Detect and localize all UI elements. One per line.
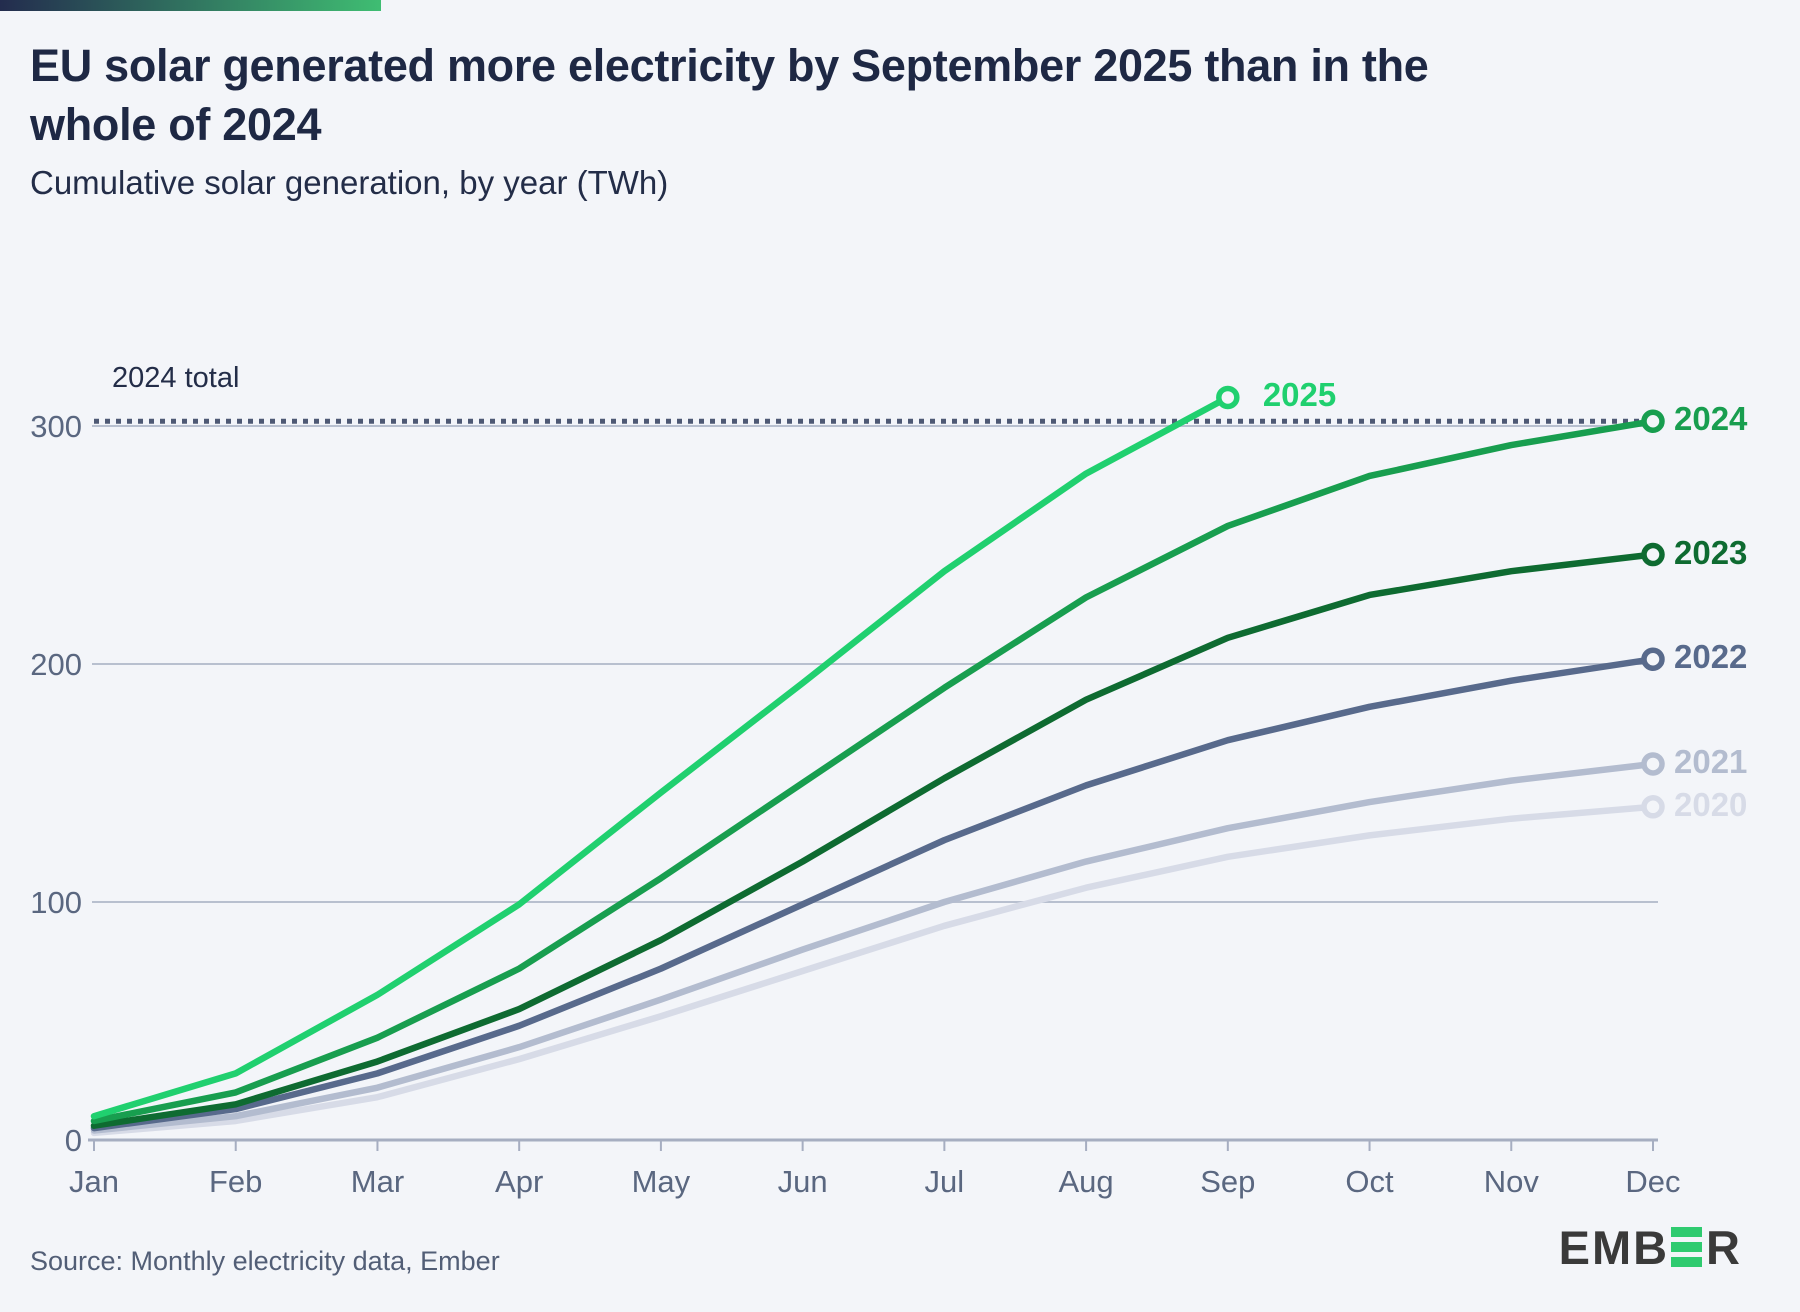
x-axis-label-oct: Oct bbox=[1345, 1164, 1394, 1199]
y-axis-label-100: 100 bbox=[30, 885, 82, 920]
endpoint-marker-2023 bbox=[1641, 542, 1665, 567]
series-label-2025: 2025 bbox=[1262, 376, 1337, 414]
x-axis-label-dec: Dec bbox=[1625, 1164, 1681, 1199]
ember-logo-green-e-icon bbox=[1671, 1227, 1703, 1267]
line-2024 bbox=[90, 417, 1657, 1125]
endpoint-marker-2020 bbox=[1641, 795, 1665, 819]
series-label-2020: 2020 bbox=[1674, 785, 1748, 823]
reference-line-label: 2024 total bbox=[112, 362, 240, 394]
y-axis-label-200: 200 bbox=[30, 647, 82, 682]
source-note: Source: Monthly electricity data, Ember bbox=[30, 1246, 500, 1276]
y-axis-label-300: 300 bbox=[30, 409, 82, 444]
series-label-2023: 2023 bbox=[1674, 533, 1748, 571]
series-label-2024: 2024 bbox=[1674, 400, 1748, 438]
x-axis-label-feb: Feb bbox=[209, 1164, 263, 1199]
x-axis-label-jan: Jan bbox=[69, 1164, 119, 1199]
brand-accent-bar bbox=[0, 0, 381, 11]
page-title: EU solar generated more electricity by S… bbox=[30, 40, 1429, 151]
x-axis-label-jun: Jun bbox=[777, 1164, 828, 1199]
x-axis-label-sep: Sep bbox=[1200, 1164, 1256, 1199]
chart-subtitle: Cumulative solar generation, by year (TW… bbox=[30, 164, 669, 201]
ember-logo: EMB R bbox=[1558, 1220, 1742, 1274]
y-axis-label-0: 0 bbox=[64, 1123, 82, 1158]
endpoint-marker-2022 bbox=[1641, 647, 1665, 671]
x-axis-label-apr: Apr bbox=[495, 1164, 544, 1199]
line-2021 bbox=[90, 760, 1657, 1134]
series-label-2021: 2021 bbox=[1674, 742, 1748, 780]
endpoint-marker-2024 bbox=[1641, 409, 1665, 433]
ember-logo-text-right: R bbox=[1706, 1220, 1742, 1274]
line-2023 bbox=[90, 551, 1657, 1129]
ember-logo-text-left: EMB bbox=[1558, 1220, 1670, 1274]
x-axis-label-aug: Aug bbox=[1058, 1164, 1114, 1199]
x-axis-label-may: May bbox=[631, 1164, 691, 1199]
line-2020 bbox=[90, 803, 1657, 1137]
x-axis-label-mar: Mar bbox=[350, 1164, 405, 1199]
series-label-2022: 2022 bbox=[1674, 638, 1748, 676]
endpoint-marker-2025 bbox=[1216, 385, 1240, 410]
x-axis-label-nov: Nov bbox=[1483, 1164, 1539, 1199]
line-2025 bbox=[90, 394, 1232, 1120]
endpoint-marker-2021 bbox=[1641, 752, 1665, 776]
line-2022 bbox=[90, 655, 1657, 1132]
x-axis-label-jul: Jul bbox=[924, 1164, 965, 1199]
